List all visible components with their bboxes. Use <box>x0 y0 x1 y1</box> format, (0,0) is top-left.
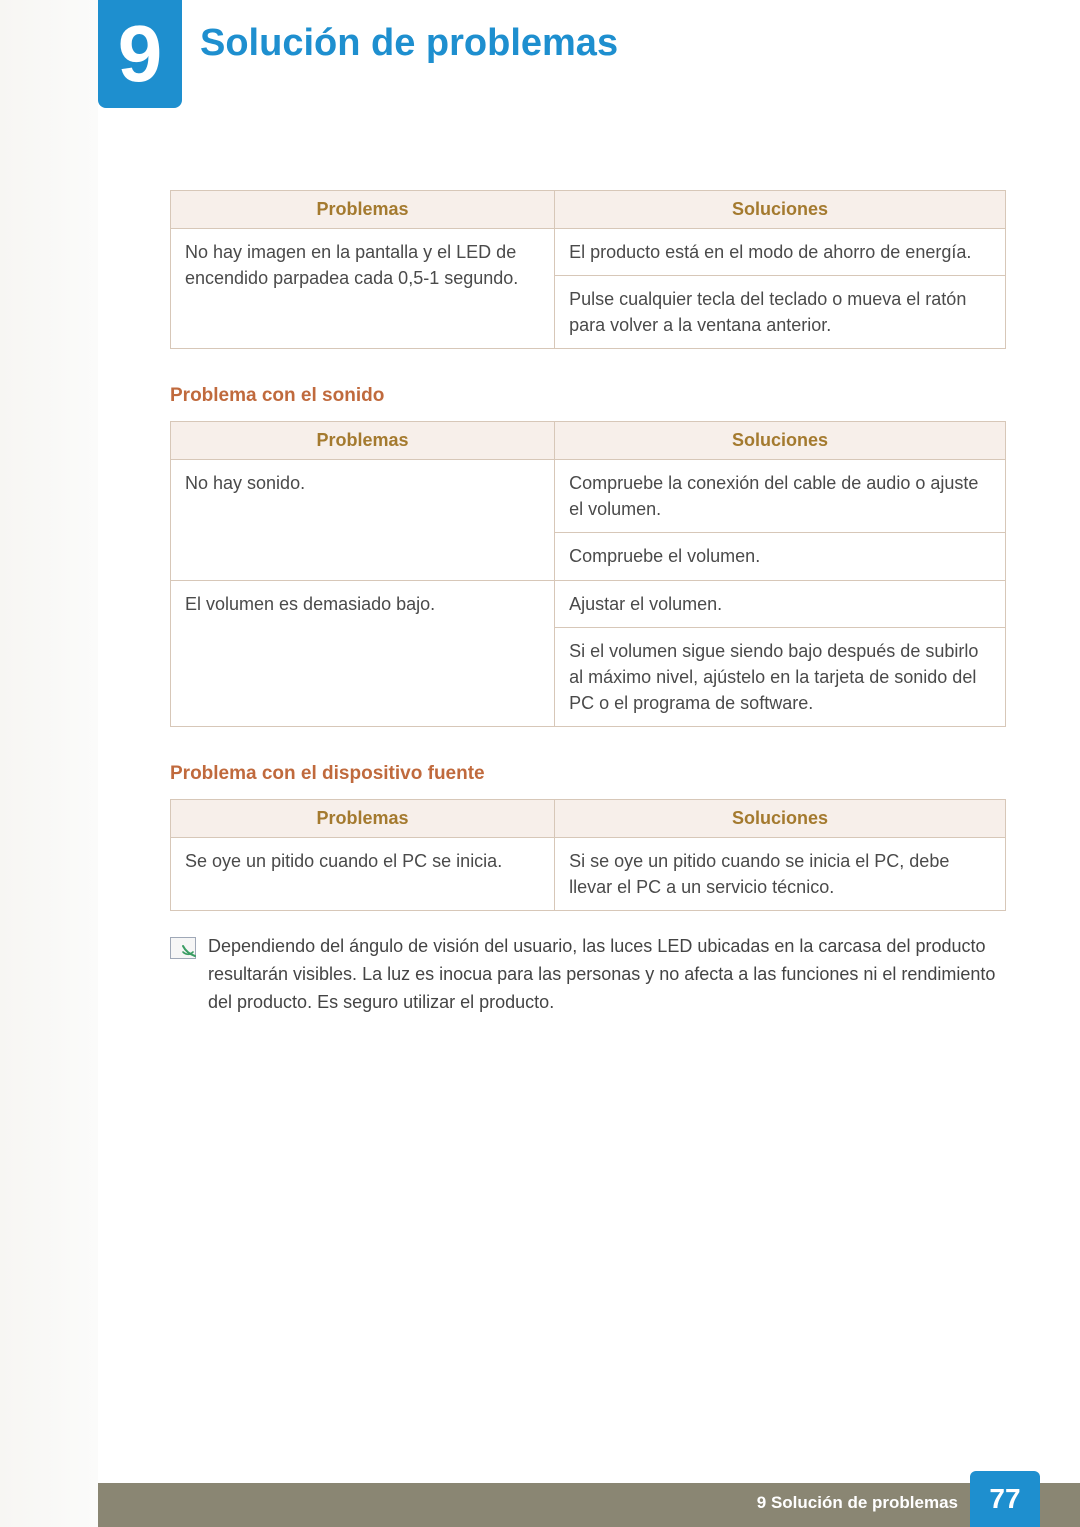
problem-cell: No hay sonido. <box>171 460 555 580</box>
solution-cell: Compruebe el volumen. <box>555 533 1006 580</box>
solution-cell: El producto está en el modo de ahorro de… <box>555 229 1006 276</box>
table-header-row: Problemas Soluciones <box>171 191 1006 229</box>
chapter-number-badge: 9 <box>98 0 182 108</box>
table-row: No hay sonido. Compruebe la conexión del… <box>171 460 1006 533</box>
solution-cell: Compruebe la conexión del cable de audio… <box>555 460 1006 533</box>
footer-breadcrumb: 9 Solución de problemas <box>757 1493 958 1513</box>
solution-cell: Ajustar el volumen. <box>555 580 1006 627</box>
troubleshooting-table-sound: Problemas Soluciones No hay sonido. Comp… <box>170 421 1006 727</box>
note-icon <box>170 937 196 959</box>
left-decorative-strip <box>0 0 98 1527</box>
problem-cell: Se oye un pitido cuando el PC se inicia. <box>171 837 555 910</box>
section-heading-source-device: Problema con el dispositivo fuente <box>170 763 1006 785</box>
problem-cell: El volumen es demasiado bajo. <box>171 580 555 726</box>
solution-cell: Si el volumen sigue siendo bajo después … <box>555 627 1006 726</box>
problem-cell: No hay imagen en la pantalla y el LED de… <box>171 229 555 349</box>
col-header-solutions: Soluciones <box>555 191 1006 229</box>
table-row: El volumen es demasiado bajo. Ajustar el… <box>171 580 1006 627</box>
col-header-problems: Problemas <box>171 191 555 229</box>
section-heading-sound: Problema con el sonido <box>170 385 1006 407</box>
note-text: Dependiendo del ángulo de visión del usu… <box>208 933 1006 1017</box>
table-row: No hay imagen en la pantalla y el LED de… <box>171 229 1006 276</box>
table-header-row: Problemas Soluciones <box>171 422 1006 460</box>
solution-cell: Pulse cualquier tecla del teclado o muev… <box>555 276 1006 349</box>
chapter-title: Solución de problemas <box>200 22 618 65</box>
page-number-badge: 77 <box>970 1471 1040 1527</box>
col-header-problems: Problemas <box>171 799 555 837</box>
troubleshooting-table-screen: Problemas Soluciones No hay imagen en la… <box>170 190 1006 349</box>
solution-cell: Si se oye un pitido cuando se inicia el … <box>555 837 1006 910</box>
col-header-solutions: Soluciones <box>555 799 1006 837</box>
col-header-problems: Problemas <box>171 422 555 460</box>
note-block: Dependiendo del ángulo de visión del usu… <box>170 933 1006 1017</box>
table-header-row: Problemas Soluciones <box>171 799 1006 837</box>
col-header-solutions: Soluciones <box>555 422 1006 460</box>
table-row: Se oye un pitido cuando el PC se inicia.… <box>171 837 1006 910</box>
content-area: Problemas Soluciones No hay imagen en la… <box>170 190 1006 1017</box>
troubleshooting-table-source: Problemas Soluciones Se oye un pitido cu… <box>170 799 1006 911</box>
